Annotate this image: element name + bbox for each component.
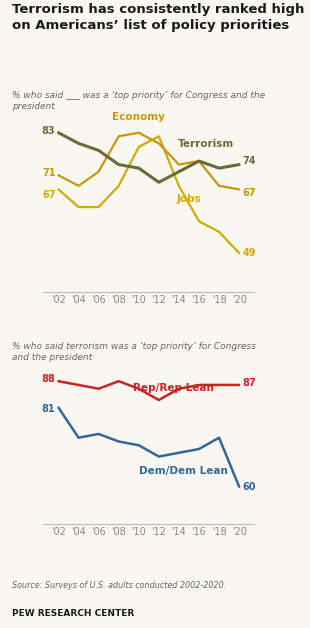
Text: Economy: Economy xyxy=(112,112,165,122)
Text: Terrorism: Terrorism xyxy=(178,139,234,149)
Text: % who said ___ was a ‘top priority’ for Congress and the
president: % who said ___ was a ‘top priority’ for … xyxy=(12,91,266,111)
Text: 83: 83 xyxy=(42,126,55,136)
Text: Rep/Rep Lean: Rep/Rep Lean xyxy=(134,382,214,392)
Text: 88: 88 xyxy=(42,374,55,384)
Text: 67: 67 xyxy=(42,190,55,200)
Text: 49: 49 xyxy=(242,248,256,258)
Text: 81: 81 xyxy=(42,404,55,414)
Text: 60: 60 xyxy=(242,482,256,492)
Text: 74: 74 xyxy=(242,156,256,166)
Text: Terrorism has consistently ranked high
on Americans’ list of policy priorities: Terrorism has consistently ranked high o… xyxy=(12,3,305,31)
Text: Source: Surveys of U.S. adults conducted 2002-2020.: Source: Surveys of U.S. adults conducted… xyxy=(12,581,227,590)
Text: Jobs: Jobs xyxy=(177,194,201,203)
Text: PEW RESEARCH CENTER: PEW RESEARCH CENTER xyxy=(12,609,135,618)
Text: Dem/Dem Lean: Dem/Dem Lean xyxy=(140,465,228,475)
Text: 87: 87 xyxy=(242,378,256,388)
Text: 67: 67 xyxy=(242,188,256,198)
Text: 71: 71 xyxy=(42,168,55,178)
Text: % who said terrorism was a ‘top priority’ for Congress
and the president: % who said terrorism was a ‘top priority… xyxy=(12,342,256,362)
